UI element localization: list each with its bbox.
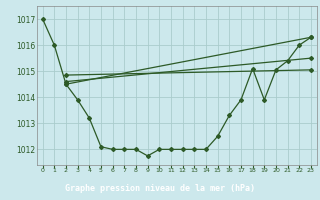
Text: Graphe pression niveau de la mer (hPa): Graphe pression niveau de la mer (hPa) [65, 184, 255, 193]
